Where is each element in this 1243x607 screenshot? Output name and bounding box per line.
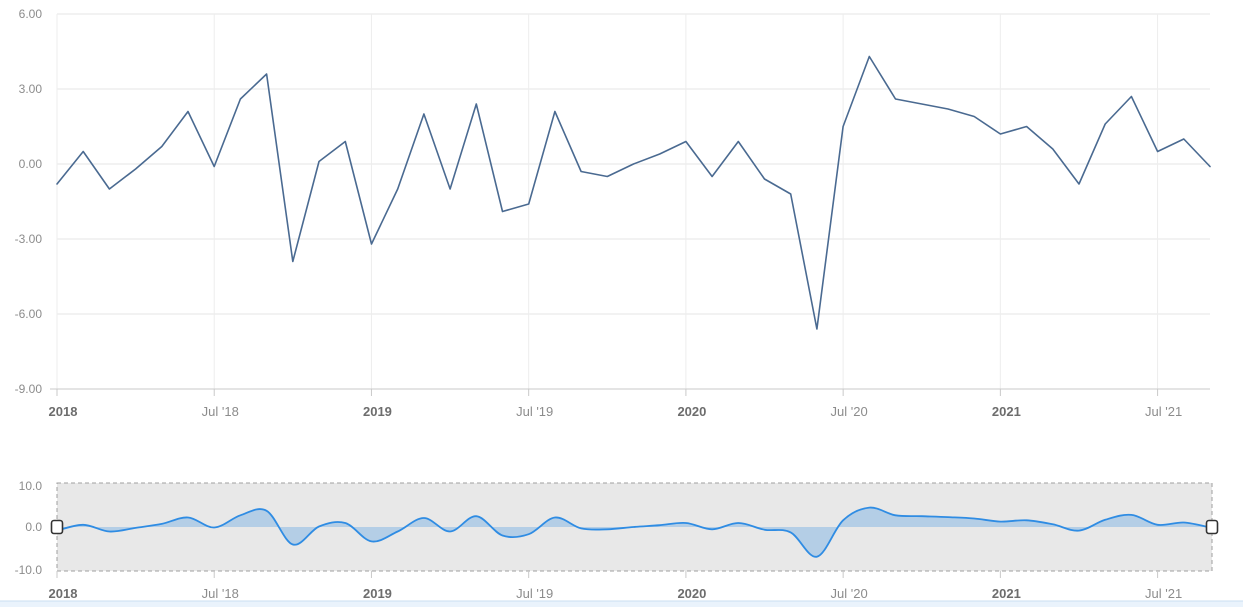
main-x-axis-label: 2018: [49, 404, 78, 419]
navigator-left-handle[interactable]: [50, 519, 64, 535]
navigator-y-axis-label: 10.0: [19, 479, 43, 493]
navigator-area: [57, 507, 1210, 557]
main-x-axis-label: 2019: [363, 404, 392, 419]
main-y-axis-label: 6.00: [19, 7, 43, 21]
main-x-axis-label: Jul '18: [202, 404, 239, 419]
navigator-x-axis-label: Jul '18: [202, 586, 239, 601]
navigator-y-axis-label: -10.0: [15, 563, 43, 577]
main-x-axis-label: 2020: [677, 404, 706, 419]
navigator-x-axis-label: Jul '21: [1145, 586, 1182, 601]
main-y-axis-label: 0.00: [19, 157, 43, 171]
navigator-x-axis-label: Jul '20: [831, 586, 868, 601]
main-x-axis-label: Jul '21: [1145, 404, 1182, 419]
main-y-axis-label: -6.00: [15, 307, 43, 321]
main-y-axis-label: -3.00: [15, 232, 43, 246]
navigator-y-axis-label: 0.0: [25, 520, 42, 534]
main-x-axis-label: Jul '19: [516, 404, 553, 419]
navigator-x-axis-label: 2021: [992, 586, 1021, 601]
main-y-axis-label: -9.00: [15, 382, 43, 396]
navigator-right-handle[interactable]: [1205, 519, 1219, 535]
next-section-strip: [0, 601, 1243, 607]
navigator-x-axis-label: 2019: [363, 586, 392, 601]
main-x-axis-label: Jul '20: [831, 404, 868, 419]
navigator-line: [56, 506, 1211, 558]
main-x-axis-label: 2021: [992, 404, 1021, 419]
main-y-axis-label: 3.00: [19, 82, 43, 96]
navigator-x-axis-label: Jul '19: [516, 586, 553, 601]
navigator-x-axis-label: 2020: [677, 586, 706, 601]
main-series-line: [56, 55, 1211, 330]
navigator-x-axis-label: 2018: [49, 586, 78, 601]
